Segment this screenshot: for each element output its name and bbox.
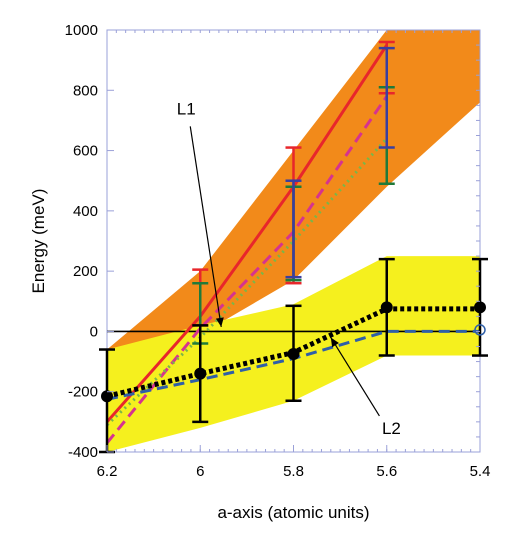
y-tick-label-6: 800 [73,82,98,99]
y-tick-label-7: 1000 [65,22,98,39]
y-tick-label-4: 400 [73,203,98,220]
annotation-arrowhead-0 [215,317,224,327]
x-tick-label-0: 6.2 [97,463,118,480]
data-marker-1 [194,367,207,380]
data-marker-2 [287,348,300,361]
y-tick-label-0: -400 [68,444,98,461]
annotation-arrow-0 [189,126,222,327]
y-tick-label-3: 200 [73,263,98,280]
data-marker-3 [380,301,393,314]
y-tick-label-2: 0 [90,323,98,340]
y-tick-label-5: 600 [73,143,98,160]
annotation-label-1: L2 [382,419,401,438]
x-tick-label-3: 5.6 [376,463,397,480]
x-axis-title: a-axis (atomic units) [217,503,369,522]
x-tick-label-4: 5.4 [470,463,491,480]
series-line-2 [107,137,388,426]
annotation-arrow-1 [330,337,380,417]
series-line-1 [107,95,388,444]
y-tick-label-1: -200 [68,384,98,401]
x-tick-label-1: 6 [196,463,204,480]
data-markers [101,301,486,403]
annotation-label-0: L1 [177,99,196,118]
data-marker-0 [101,390,113,403]
series-line-0 [107,44,389,423]
annotation-arrowhead-1 [330,337,339,348]
annotations: L1 L2 [177,99,401,438]
axes: -400 -200 0 200 400 600 800 1000 6.2 6 5.8 5.6 5.4 [65,22,491,480]
error-bars [99,40,488,454]
data-marker-4 [474,301,486,314]
y-axis-title: Energy (meV) [29,189,48,294]
x-tick-label-2: 5.8 [283,463,304,480]
hollow-marker-0 [474,324,486,336]
